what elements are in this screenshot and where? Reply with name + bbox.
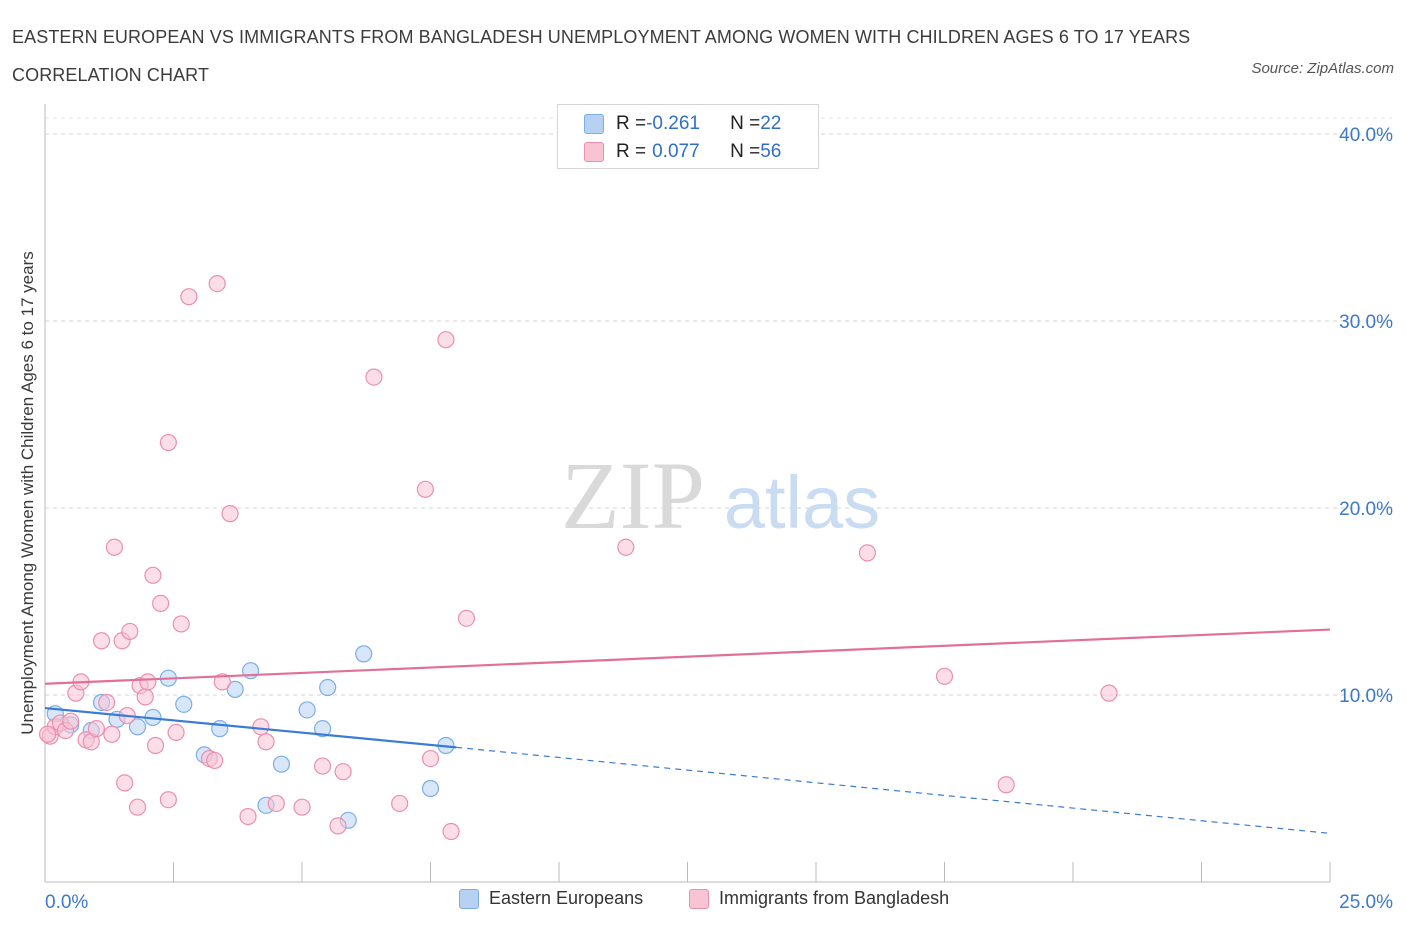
legend-label-bangladesh: Immigrants from Bangladesh xyxy=(719,888,950,908)
legend-swatch-bangladesh xyxy=(689,888,709,909)
stats-n-label: N = xyxy=(730,113,761,134)
point-bangladesh xyxy=(144,566,162,584)
stats-legend: R = -0.261 N = 22 R = 0.077 N = 56 xyxy=(557,104,819,169)
stats-row-bangladesh: R = 0.077 N = 56 xyxy=(584,139,781,165)
point-bangladesh xyxy=(442,822,460,841)
point-bangladesh xyxy=(62,712,80,730)
stats-r-value: 0.077 xyxy=(652,141,700,162)
gridlines xyxy=(45,117,1392,696)
y-tick-label: 40.0% xyxy=(1339,125,1393,146)
stats-r-label: R = xyxy=(616,141,647,162)
y-tick-label: 10.0% xyxy=(1339,686,1393,707)
y-tick-label: 30.0% xyxy=(1339,312,1393,333)
point-bangladesh xyxy=(997,776,1015,794)
point-bangladesh xyxy=(617,538,635,556)
stats-swatch-bangladesh xyxy=(584,142,604,162)
point-eastern-europeans xyxy=(211,720,229,738)
point-bangladesh xyxy=(208,275,226,293)
chart-title: EASTERN EUROPEAN VS IMMIGRANTS FROM BANG… xyxy=(12,27,1191,85)
point-bangladesh xyxy=(152,594,170,612)
point-bangladesh xyxy=(116,774,134,792)
point-bangladesh xyxy=(239,807,257,826)
point-bangladesh xyxy=(858,544,877,562)
point-bangladesh xyxy=(365,368,383,386)
point-bangladesh xyxy=(146,736,165,755)
watermark: ZIP atlas xyxy=(561,442,880,549)
point-bangladesh xyxy=(334,763,352,781)
point-eastern-europeans xyxy=(319,678,337,697)
point-eastern-europeans xyxy=(226,680,244,698)
point-bangladesh xyxy=(38,725,57,743)
point-eastern-europeans xyxy=(313,720,332,738)
point-bangladesh xyxy=(159,791,177,809)
point-bangladesh xyxy=(136,688,154,706)
legend-item-eastern-europeans[interactable]: Eastern Europeans xyxy=(459,888,643,909)
stats-n-label: N = xyxy=(730,141,761,162)
point-bangladesh xyxy=(87,720,106,738)
legend-label-eastern-europeans: Eastern Europeans xyxy=(489,888,644,908)
point-bangladesh xyxy=(457,609,476,627)
stats-row-eastern-europeans: R = -0.261 N = 22 xyxy=(584,111,781,137)
point-bangladesh xyxy=(213,673,231,691)
watermark-atlas: atlas xyxy=(724,461,880,544)
trend-line-bangladesh xyxy=(44,628,1331,685)
point-bangladesh xyxy=(416,480,434,498)
point-eastern-europeans xyxy=(298,701,316,719)
point-eastern-europeans xyxy=(175,695,193,713)
point-bangladesh xyxy=(139,673,157,691)
point-bangladesh xyxy=(257,733,275,751)
point-eastern-europeans xyxy=(421,779,440,798)
trend-lines xyxy=(44,628,1331,834)
legend-swatch-eastern-europeans xyxy=(459,888,479,909)
tick-labels: 10.0% 20.0% 30.0% 40.0% 0.0% 25.0% xyxy=(45,125,1393,913)
stats-r-value: -0.261 xyxy=(646,113,700,134)
point-bangladesh xyxy=(313,757,332,775)
point-bangladesh xyxy=(267,794,285,813)
source-label: Source: ZipAtlas.com xyxy=(1251,60,1394,77)
data-points xyxy=(38,275,1118,841)
stats-r-label: R = xyxy=(616,113,647,134)
point-bangladesh xyxy=(103,725,121,743)
point-bangladesh xyxy=(421,749,440,768)
point-bangladesh xyxy=(172,615,190,633)
point-bangladesh xyxy=(206,751,224,770)
axes xyxy=(44,104,1331,883)
stats-n-value: 22 xyxy=(760,113,782,134)
point-bangladesh xyxy=(329,817,347,835)
x-tick-label: 0.0% xyxy=(45,892,88,913)
trend-line-eastern-europeans-extension xyxy=(456,746,1331,834)
point-bangladesh xyxy=(437,331,455,349)
stats-n-value: 56 xyxy=(760,141,782,162)
trend-line-eastern-europeans xyxy=(44,706,457,749)
watermark-zip: ZIP xyxy=(561,442,705,549)
x-tick-label: 25.0% xyxy=(1339,892,1393,913)
point-bangladesh xyxy=(1100,684,1118,702)
point-eastern-europeans xyxy=(355,645,373,663)
point-bangladesh xyxy=(159,433,177,452)
point-bangladesh xyxy=(128,798,147,816)
point-bangladesh xyxy=(252,718,270,736)
legend-item-bangladesh[interactable]: Immigrants from Bangladesh xyxy=(689,888,949,909)
y-tick-label: 20.0% xyxy=(1339,499,1393,520)
point-bangladesh xyxy=(92,632,111,650)
point-bangladesh xyxy=(167,723,185,742)
point-bangladesh xyxy=(98,693,116,712)
series-legend: Eastern Europeans Immigrants from Bangla… xyxy=(0,888,1406,916)
point-eastern-europeans xyxy=(272,755,291,773)
point-bangladesh xyxy=(221,505,239,523)
point-bangladesh xyxy=(121,622,139,641)
point-bangladesh xyxy=(180,288,198,306)
stats-swatch-eastern-europeans xyxy=(584,114,604,134)
point-bangladesh xyxy=(935,667,954,685)
point-eastern-europeans xyxy=(128,718,147,736)
point-bangladesh xyxy=(293,798,311,816)
point-bangladesh xyxy=(105,538,123,556)
point-bangladesh xyxy=(391,794,409,813)
